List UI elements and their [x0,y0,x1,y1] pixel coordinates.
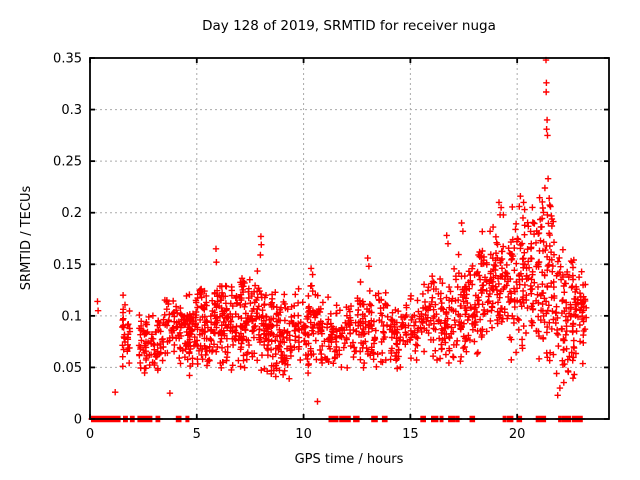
y-tick-labels: 0 0.05 0.1 0.15 0.2 0.25 0.3 0.35 [53,52,82,428]
y-tick-label: 0.25 [53,155,82,170]
plot-border [89,57,610,420]
axes-and-ticks [89,57,609,420]
chart-title: Day 128 of 2019, SRMTID for receiver nug… [202,18,496,34]
y-axis-label: SRMTID / TECUs [19,186,34,291]
scatter-points [88,56,590,423]
grid-lines [90,58,609,419]
y-tick-label: 0.1 [61,309,82,324]
x-axis-label: GPS time / hours [295,452,404,467]
x-tick-label: 15 [402,427,419,442]
x-tick-label: 5 [193,427,201,442]
y-tick-label: 0.15 [53,258,82,273]
x-tick-label: 20 [509,427,526,442]
y-tick-label: 0.05 [53,361,82,376]
x-tick-label: 10 [295,427,312,442]
x-tick-label: 0 [86,427,94,442]
y-tick-label: 0.35 [53,52,82,67]
y-tick-label: 0.2 [61,206,82,221]
scatter-marker-path [88,56,590,423]
y-tick-label: 0.3 [61,103,82,118]
y-tick-label: 0 [74,413,82,428]
x-tick-labels: 0 5 10 15 20 [86,427,526,442]
